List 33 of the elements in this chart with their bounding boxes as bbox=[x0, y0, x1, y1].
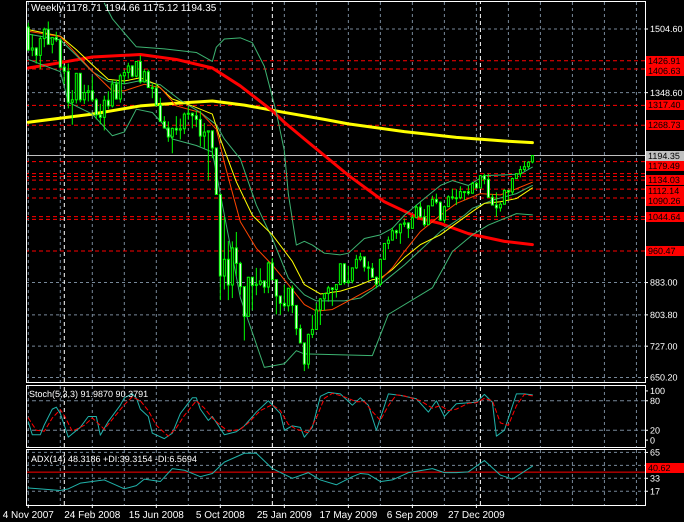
x-tick-label: 15 Jun 2008 bbox=[128, 510, 184, 521]
ref-line-label: 1406.63 bbox=[646, 66, 684, 76]
x-tick-label: 17 May 2009 bbox=[319, 510, 378, 521]
y-tick-label: 803.80 bbox=[650, 310, 678, 320]
x-tick-label: 24 Feb 2008 bbox=[64, 510, 121, 521]
y-tick-label: 20 bbox=[650, 425, 660, 436]
x-tick-label: 5 Oct 2008 bbox=[196, 510, 246, 521]
ref-line-label: 1268.73 bbox=[646, 120, 684, 130]
ref-line-label: 1090.26 bbox=[646, 196, 684, 206]
x-tick-label: 6 Sep 2009 bbox=[386, 510, 438, 521]
ref-line-label: 1112.14 bbox=[646, 186, 684, 196]
ref-line-label: 40.62 bbox=[646, 462, 684, 473]
y-tick-label: 0 bbox=[650, 435, 656, 446]
y-tick-label: 65 bbox=[650, 448, 660, 458]
y-tick-label: 727.00 bbox=[650, 341, 678, 352]
ref-line-label: 1194.35 bbox=[646, 150, 684, 161]
ref-line-label: 960.47 bbox=[646, 246, 684, 256]
y-tick-label: 17 bbox=[650, 486, 660, 496]
x-tick-label: 4 Nov 2007 bbox=[2, 510, 54, 521]
ref-line-label: 1044.64 bbox=[646, 212, 684, 222]
y-tick-label: 1504.60 bbox=[650, 24, 683, 34]
ref-line-label: 1134.03 bbox=[646, 175, 684, 186]
ref-line-label: 1317.40 bbox=[646, 100, 684, 110]
y-tick-label: 80 bbox=[650, 396, 660, 406]
y-tick-label: 33 bbox=[650, 473, 660, 484]
ref-line-label: 1179.49 bbox=[646, 161, 684, 172]
y-tick-label: 883.00 bbox=[650, 278, 678, 288]
x-tick-label: 25 Jan 2009 bbox=[256, 510, 312, 521]
y-tick-label: 1348.60 bbox=[650, 88, 683, 98]
y-tick-label: 100 bbox=[650, 386, 666, 396]
ref-line-label: 1426.91 bbox=[646, 56, 684, 66]
y-tick-label: 650.20 bbox=[650, 372, 678, 383]
x-tick-label: 27 Dec 2009 bbox=[448, 510, 506, 521]
